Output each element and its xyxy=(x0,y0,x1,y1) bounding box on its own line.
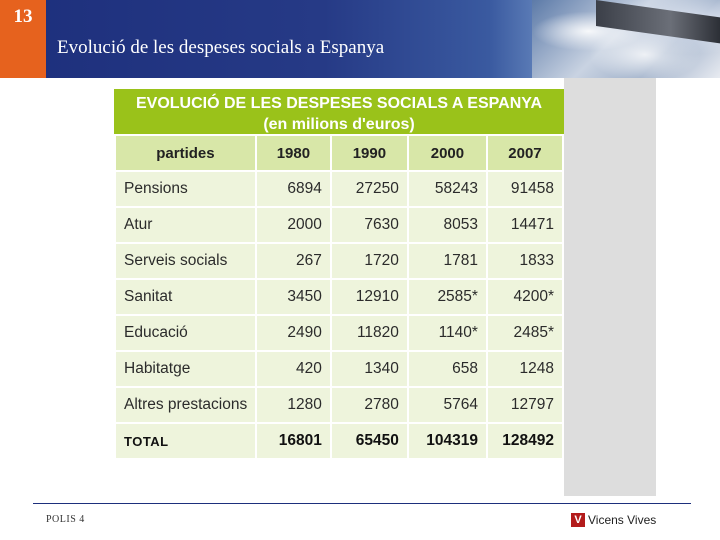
table-cell: 2000 xyxy=(256,208,330,242)
footer-divider xyxy=(33,503,691,504)
table-cell: 658 xyxy=(408,352,486,386)
table-cell: 2585* xyxy=(408,280,486,314)
table-cell: 12910 xyxy=(331,280,407,314)
table-cell: 91458 xyxy=(487,172,562,206)
row-label: Habitatge xyxy=(116,352,255,386)
table-cell: 2485* xyxy=(487,316,562,350)
total-cell: 128492 xyxy=(487,424,562,458)
slide-title: Evolució de les despeses socials a Espan… xyxy=(57,37,385,58)
table-cell: 1140* xyxy=(408,316,486,350)
table-cell: 8053 xyxy=(408,208,486,242)
table-row: Altres prestacions 1280 2780 5764 12797 xyxy=(116,388,562,422)
spending-table: partides 1980 1990 2000 2007 Pensions 68… xyxy=(114,134,564,460)
table-row: Sanitat 3450 12910 2585* 4200* xyxy=(116,280,562,314)
table-row: Serveis socials 267 1720 1781 1833 xyxy=(116,244,562,278)
publisher-logo-icon: V xyxy=(571,513,585,527)
table-cell: 12797 xyxy=(487,388,562,422)
table-cell: 6894 xyxy=(256,172,330,206)
table-title-line2: (en milions d'euros) xyxy=(263,116,415,133)
table-cell: 420 xyxy=(256,352,330,386)
table-title: EVOLUCIÓ DE LES DESPESES SOCIALS A ESPAN… xyxy=(114,89,564,134)
table-cell: 1248 xyxy=(487,352,562,386)
row-label: Pensions xyxy=(116,172,255,206)
publisher-name: Vicens Vives xyxy=(588,513,657,527)
table-cell: 5764 xyxy=(408,388,486,422)
total-cell: 16801 xyxy=(256,424,330,458)
table-cell: 1833 xyxy=(487,244,562,278)
table-title-line1: EVOLUCIÓ DE LES DESPESES SOCIALS A ESPAN… xyxy=(135,95,542,112)
slide-number: 13 xyxy=(13,6,33,27)
column-header: 2000 xyxy=(408,136,486,170)
table-row: Habitatge 420 1340 658 1248 xyxy=(116,352,562,386)
spending-table-panel: EVOLUCIÓ DE LES DESPESES SOCIALS A ESPAN… xyxy=(114,89,564,460)
total-row: TOTAL 16801 65450 104319 128492 xyxy=(116,424,562,458)
column-header: 1980 xyxy=(256,136,330,170)
table-cell: 3450 xyxy=(256,280,330,314)
column-header: partides xyxy=(116,136,255,170)
row-label: Altres prestacions xyxy=(116,388,255,422)
table-cell: 1280 xyxy=(256,388,330,422)
table-cell: 14471 xyxy=(487,208,562,242)
column-header: 2007 xyxy=(487,136,562,170)
table-cell: 267 xyxy=(256,244,330,278)
table-row: Pensions 6894 27250 58243 91458 xyxy=(116,172,562,206)
slide-number-box: 13 xyxy=(0,0,46,78)
total-cell: 65450 xyxy=(331,424,407,458)
table-header-row: partides 1980 1990 2000 2007 xyxy=(116,136,562,170)
row-label: Educació xyxy=(116,316,255,350)
footer-book-label: POLIS 4 xyxy=(46,514,85,525)
table-cell: 7630 xyxy=(331,208,407,242)
row-label: Serveis socials xyxy=(116,244,255,278)
total-cell: 104319 xyxy=(408,424,486,458)
column-header: 1990 xyxy=(331,136,407,170)
row-label: Sanitat xyxy=(116,280,255,314)
total-label: TOTAL xyxy=(116,424,255,458)
table-cell: 58243 xyxy=(408,172,486,206)
table-row: Educació 2490 11820 1140* 2485* xyxy=(116,316,562,350)
row-label: Atur xyxy=(116,208,255,242)
grey-side-strip xyxy=(564,78,656,496)
table-cell: 27250 xyxy=(331,172,407,206)
table-cell: 2490 xyxy=(256,316,330,350)
table-cell: 4200* xyxy=(487,280,562,314)
table-row: Atur 2000 7630 8053 14471 xyxy=(116,208,562,242)
table-cell: 1720 xyxy=(331,244,407,278)
table-cell: 2780 xyxy=(331,388,407,422)
table-cell: 1781 xyxy=(408,244,486,278)
table-cell: 1340 xyxy=(331,352,407,386)
publisher-logo: V Vicens Vives xyxy=(571,510,656,530)
table-cell: 11820 xyxy=(331,316,407,350)
